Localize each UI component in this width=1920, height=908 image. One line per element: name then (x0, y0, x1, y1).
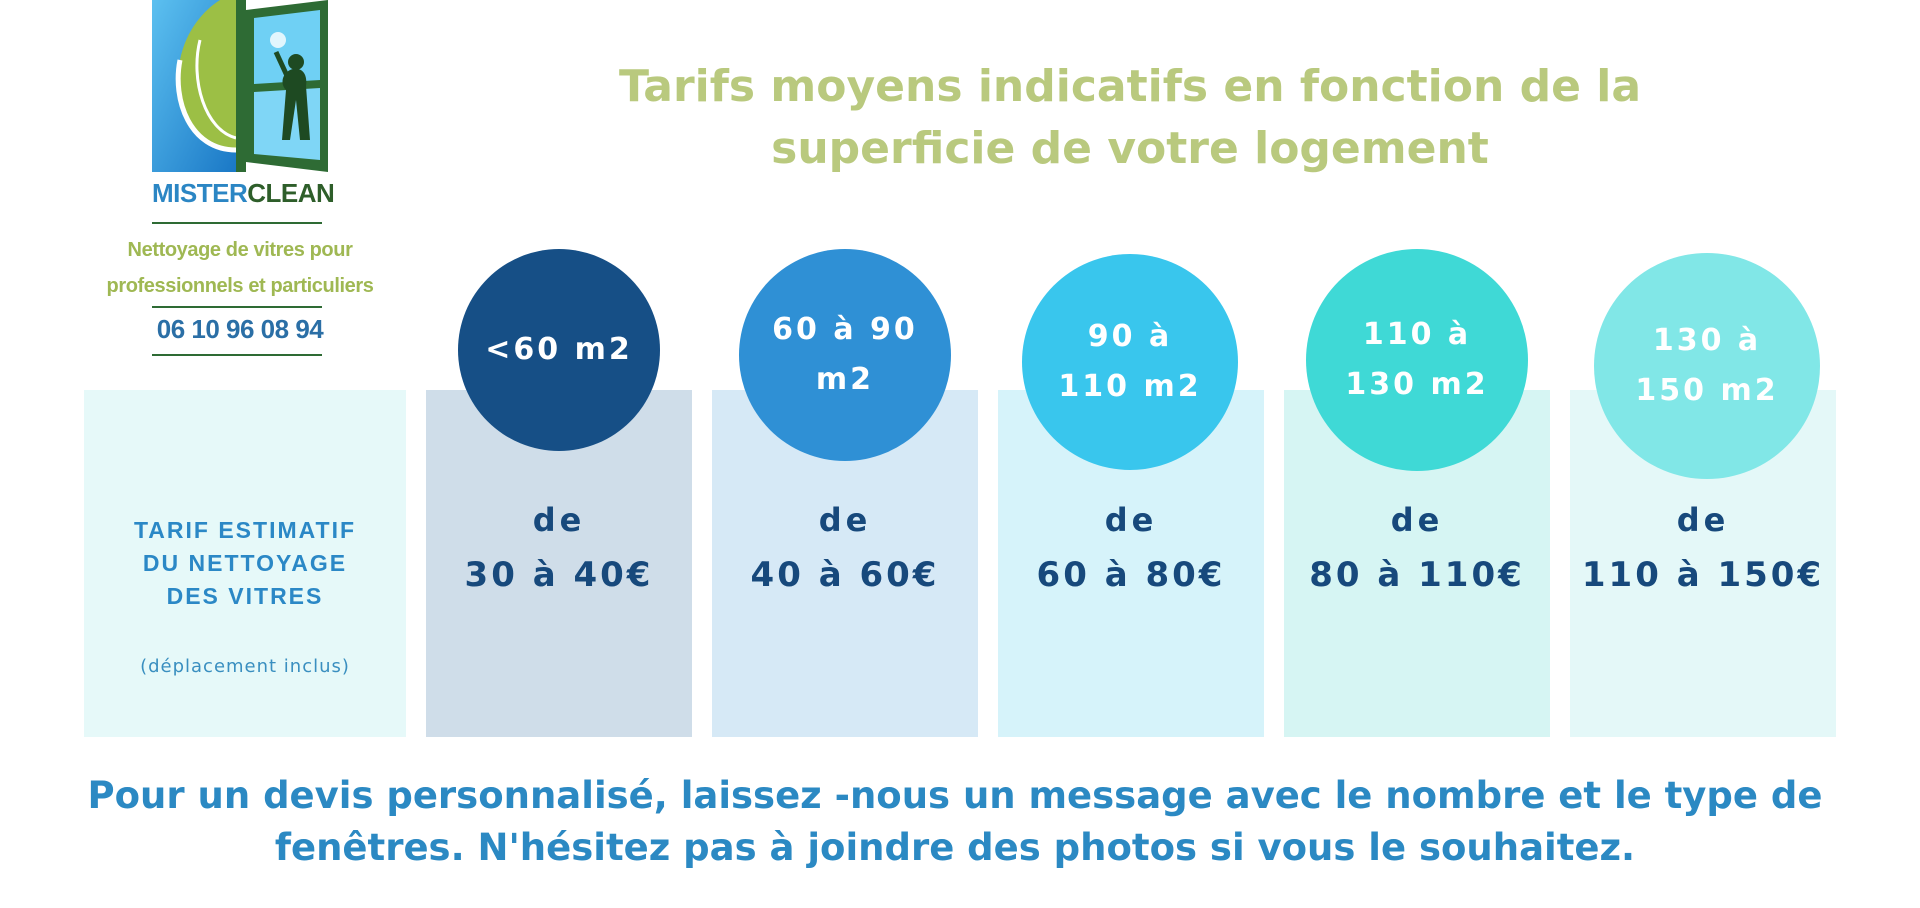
tarif-label: TARIF ESTIMATIF DU NETTOYAGE DES VITRES (84, 514, 406, 613)
size-badge-tier-1: <60 m2 (458, 249, 660, 451)
price-range: 80 à 110€ (1309, 555, 1525, 595)
price-prefix: de (1390, 501, 1444, 539)
size-badge-tier-5: 130 à 150 m2 (1594, 253, 1820, 479)
travel-included-note: (déplacement inclus) (140, 656, 350, 677)
logo-divider (152, 222, 322, 224)
price-tier-1: de 30 à 40€ (426, 496, 692, 606)
price-prefix: de (818, 501, 872, 539)
size-badge-tier-2: 60 à 90 m2 (739, 249, 951, 461)
price-range: 110 à 150€ (1581, 555, 1825, 595)
size-badge-label: 90 à 110 m2 (1058, 319, 1202, 404)
price-prefix: de (532, 501, 586, 539)
tarif-label-line2: DU NETTOYAGE (142, 550, 348, 576)
quote-request-line1: Pour un devis personnalisé, laissez -nou… (87, 774, 1823, 817)
price-range: 40 à 60€ (750, 555, 940, 595)
page-title-line1: Tarifs moyens indicatifs en fonction de … (618, 61, 1642, 112)
size-badge-label: 110 à 130 m2 (1345, 317, 1489, 402)
quote-request-line2: fenêtres. N'hésitez pas à joindre des ph… (274, 826, 1636, 869)
price-range: 30 à 40€ (464, 555, 654, 595)
phone-number: 06 10 96 08 94 (156, 314, 324, 344)
quote-request-note: Pour un devis personnalisé, laissez -nou… (80, 770, 1830, 874)
price-tier-3: de 60 à 80€ (998, 496, 1264, 606)
page-title-line2: superficie de votre logement (771, 123, 1489, 174)
tagline-line1: Nettoyage de vitres pour (127, 239, 353, 261)
tarif-label-line1: TARIF ESTIMATIF (133, 517, 357, 543)
size-badge-label: 60 à 90 m2 (772, 312, 918, 397)
price-panel-tier-3: de 60 à 80€ (998, 390, 1264, 737)
price-prefix: de (1104, 501, 1158, 539)
price-range: 60 à 80€ (1036, 555, 1226, 595)
price-tier-4: de 80 à 110€ (1284, 496, 1550, 606)
tagline: Nettoyage de vitres pour professionnels … (100, 232, 380, 304)
brand-name-right: CLEAN (247, 178, 335, 208)
tagline-line2: professionnels et particuliers (106, 275, 374, 297)
price-tier-2: de 40 à 60€ (712, 496, 978, 606)
size-badge-tier-4: 110 à 130 m2 (1306, 249, 1528, 471)
logo-divider (152, 354, 322, 356)
window-cleaner-logo-icon (152, 0, 328, 172)
logo-divider (152, 306, 322, 308)
price-prefix: de (1676, 501, 1730, 539)
size-badge-label: <60 m2 (485, 332, 633, 367)
size-badge-tier-3: 90 à 110 m2 (1022, 254, 1238, 470)
tarif-label-panel: TARIF ESTIMATIF DU NETTOYAGE DES VITRES … (84, 390, 406, 737)
page-title: Tarifs moyens indicatifs en fonction de … (560, 56, 1700, 180)
tarif-label-line3: DES VITRES (166, 583, 324, 609)
brand-name: MISTER CLEAN (152, 178, 335, 209)
size-badge-label: 130 à 150 m2 (1635, 323, 1779, 408)
brand-name-left: MISTER (152, 178, 248, 208)
price-tier-5: de 110 à 150€ (1570, 496, 1836, 606)
company-logo: MISTER CLEAN Nettoyage de vitres pour pr… (100, 0, 380, 360)
